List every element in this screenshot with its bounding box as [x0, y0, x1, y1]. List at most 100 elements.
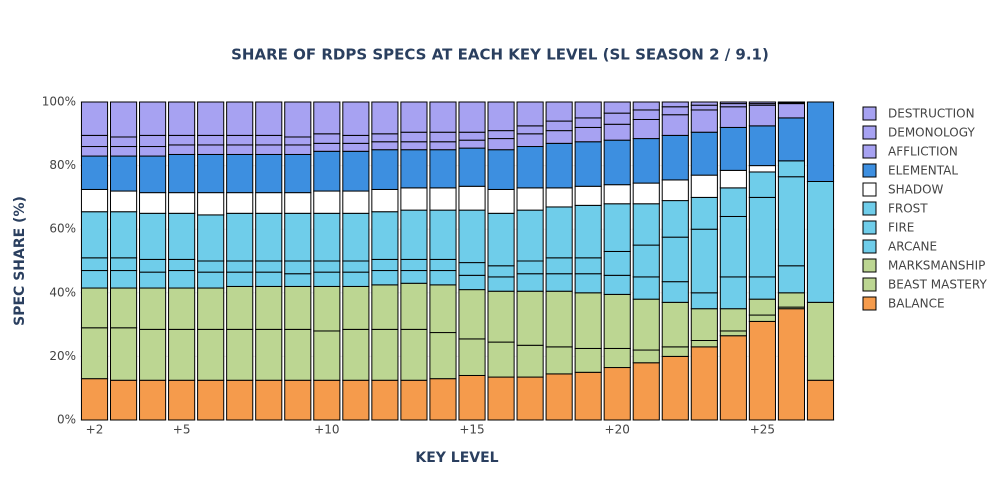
bar-segment	[661, 236, 689, 283]
legend-swatch	[862, 125, 877, 140]
bar-segment	[80, 378, 109, 421]
bar-segment	[719, 276, 747, 310]
bar-segment	[661, 281, 689, 303]
bar-segment	[284, 144, 312, 155]
bar-segment	[661, 114, 689, 136]
bar-segment	[80, 101, 109, 136]
bar-segment	[487, 276, 515, 292]
bar-segment	[284, 260, 312, 275]
bar-segment	[168, 287, 196, 330]
bar-segment	[400, 379, 428, 421]
bar-segment	[168, 212, 196, 260]
y-tick-label: 60%	[49, 222, 76, 236]
bar-segment	[516, 146, 544, 189]
bar-segment	[661, 179, 689, 202]
bar-segment	[109, 146, 138, 157]
bar-segment	[80, 155, 109, 190]
bar-segment	[226, 260, 254, 273]
x-tick-label: +5	[173, 423, 191, 437]
bar-segment	[777, 160, 806, 178]
bar-segment	[719, 106, 747, 128]
bar-segment	[516, 273, 544, 292]
bar-segment	[516, 187, 544, 211]
bar-segment	[574, 185, 602, 206]
bar-segment	[661, 355, 689, 421]
legend-swatch	[862, 144, 877, 159]
bar-segment	[719, 101, 747, 105]
bar-segment	[690, 174, 718, 198]
bar-segment	[284, 379, 312, 421]
bar-segment	[661, 106, 689, 116]
bar-segment	[545, 187, 573, 208]
bar-segment	[168, 328, 196, 381]
bar-segment	[226, 379, 254, 421]
bar-segment	[197, 328, 225, 381]
bar-segment	[458, 131, 486, 141]
bar-segment	[545, 130, 573, 144]
bar-segment	[255, 379, 283, 421]
bar-segment	[632, 362, 660, 421]
y-tick-label: 100%	[42, 95, 76, 109]
bar-segment	[574, 204, 602, 259]
bar-segment	[574, 141, 602, 187]
bar-segment	[458, 147, 486, 187]
bar-segment	[777, 176, 806, 267]
bar-segment	[255, 285, 283, 330]
chart-title: SHARE OF RDPS SPECS AT EACH KEY LEVEL (S…	[231, 46, 769, 64]
bar-segment	[371, 379, 399, 421]
bar-segment	[748, 104, 776, 127]
bar-segment	[777, 117, 806, 162]
bar-segment	[109, 155, 138, 192]
bar-segment	[168, 144, 196, 155]
bar-segment	[574, 371, 602, 421]
bar-segment	[429, 332, 457, 380]
bar-segment	[109, 101, 138, 138]
bar-segment	[603, 112, 631, 125]
legend-label: BALANCE	[888, 297, 945, 311]
bar-segment	[632, 138, 660, 184]
x-tick-label: +2	[86, 423, 104, 437]
bar-segment	[719, 169, 747, 189]
bar-segment	[139, 379, 167, 421]
bar-segment	[574, 257, 602, 275]
bar-segment	[400, 282, 428, 330]
bar-segment	[632, 118, 660, 140]
bar-segment	[487, 212, 515, 267]
bar-segment	[632, 298, 660, 351]
bar-segment	[80, 146, 109, 157]
legend-swatch	[862, 220, 877, 235]
bar-segment	[109, 327, 138, 381]
bar-segment	[109, 257, 138, 272]
bar-segment	[574, 101, 602, 119]
bar-segment	[429, 101, 457, 133]
bar-segment	[545, 101, 573, 122]
bar-segment	[313, 330, 341, 381]
bar-segment	[806, 301, 835, 381]
bar-segment	[226, 328, 254, 381]
bar-segment	[197, 214, 225, 262]
bar-segment	[342, 260, 370, 273]
bar-segment	[429, 378, 457, 421]
legend-swatch	[862, 277, 877, 292]
bar-segment	[226, 212, 254, 262]
bar-segment	[487, 149, 515, 190]
bar-segment	[545, 373, 573, 421]
bar-segment	[371, 141, 399, 151]
y-tick-label: 0%	[57, 413, 76, 427]
bar-segment	[632, 203, 660, 246]
bar-segment	[545, 273, 573, 292]
bar-segment	[139, 258, 167, 273]
bar-segment	[139, 155, 167, 194]
bar-segment	[371, 284, 399, 330]
bar-segment	[748, 101, 776, 105]
bar-segment	[284, 273, 312, 287]
bar-segment	[226, 134, 254, 146]
bar-segment	[400, 149, 428, 189]
y-tick-label: 80%	[49, 158, 76, 172]
bar-segment	[255, 101, 283, 136]
bar-segment	[545, 257, 573, 275]
bar-segment	[487, 130, 515, 140]
bar-segment	[748, 171, 776, 198]
bar-segment	[80, 270, 109, 289]
legend-label: SHADOW	[888, 183, 944, 197]
